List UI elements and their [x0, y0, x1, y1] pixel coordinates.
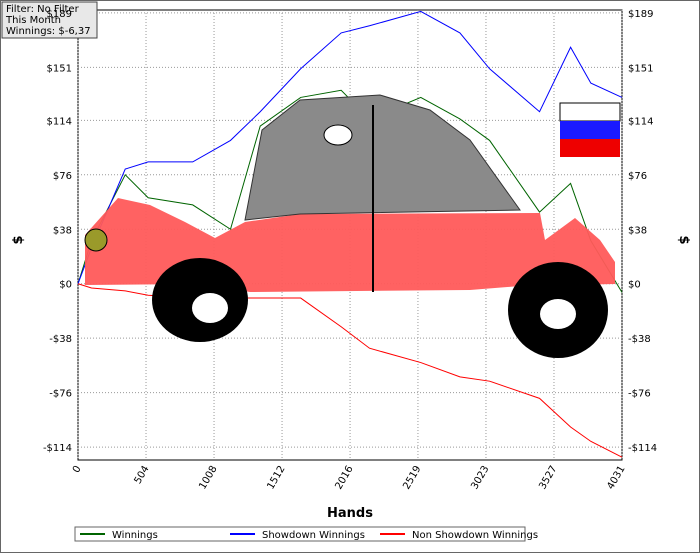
filter-box	[1, 1, 98, 39]
series-line	[77, 10, 623, 284]
legend-label: Winnings	[112, 530, 158, 541]
y-tick-label: -$114	[43, 443, 72, 454]
legend-label: Showdown Winnings	[262, 530, 365, 541]
y2-tick-label: $189	[628, 9, 653, 20]
y2-tick-label: $0	[628, 280, 641, 291]
legend	[74, 526, 526, 542]
y-tick-label: -$38	[49, 334, 72, 345]
y-tick-label: $151	[47, 63, 72, 74]
legend-label: Non Showdown Winnings	[412, 530, 538, 541]
y-tick-label: $76	[53, 171, 72, 182]
y2-tick-label: $114	[628, 116, 653, 127]
wheel-hub	[540, 299, 576, 329]
y-axis-label: $	[676, 235, 691, 244]
headlight	[84, 228, 108, 252]
y2-tick-label: -$38	[628, 334, 651, 345]
doodle	[84, 94, 621, 358]
y2-tick-label: -$114	[628, 443, 657, 454]
x-axis-label: Hands	[327, 506, 373, 521]
y-tick-label: $0	[59, 280, 72, 291]
wheel-hub	[192, 293, 228, 323]
y2-tick-label: $38	[628, 225, 647, 236]
flag-white	[559, 102, 621, 122]
filter-text: Winnings: $-6,37	[6, 26, 91, 37]
y2-tick-label: $76	[628, 171, 647, 182]
series-line	[77, 283, 623, 458]
flag-blue	[560, 121, 620, 139]
y-axis-label: $	[11, 235, 26, 244]
y-tick-label: $114	[47, 116, 72, 127]
y-tick-label: $189	[47, 9, 72, 20]
y-tick-label: $38	[53, 225, 72, 236]
filter-text: This Month	[5, 15, 61, 26]
series-line	[77, 89, 623, 293]
y2-tick-label: -$76	[628, 389, 651, 400]
head	[323, 124, 353, 146]
filter-text: Filter: No Filter	[6, 4, 80, 15]
x-tick-label: 0	[71, 464, 84, 475]
y-tick-label: -$76	[49, 389, 72, 400]
y2-tick-label: $151	[628, 63, 653, 74]
flag-red	[560, 139, 620, 157]
